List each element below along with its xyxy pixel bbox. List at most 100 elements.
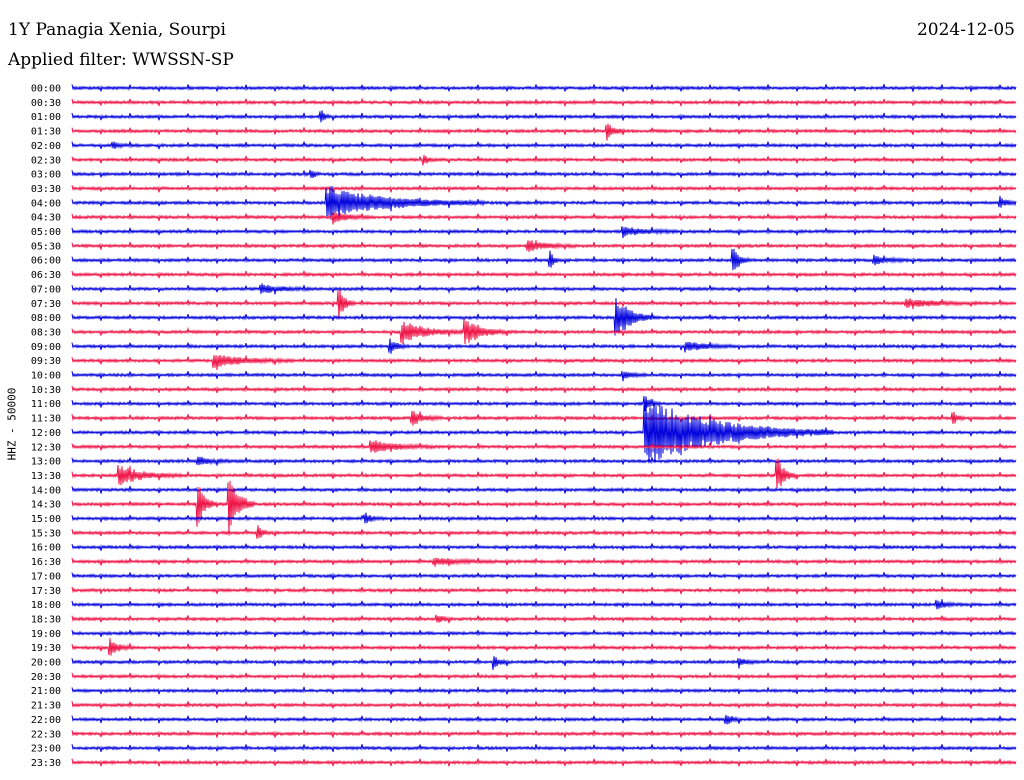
time-label: 17:00 [31,571,61,582]
trace-line [71,110,1017,123]
time-label: 20:00 [31,658,61,669]
time-label: 23:30 [31,758,61,769]
time-label: 01:30 [31,127,61,138]
trace-line [71,84,1017,92]
time-label: 01:00 [31,112,61,123]
trace-line [71,354,1017,371]
time-label: 11:00 [31,399,61,410]
time-label: 00:00 [31,84,61,95]
time-label: 16:30 [31,557,61,568]
traces [71,84,1017,767]
date-label: 2024-12-05 [916,20,1015,40]
time-label: 10:00 [31,371,61,382]
time-label: 20:30 [31,672,61,683]
time-label: 21:00 [31,686,61,697]
time-label: 09:00 [31,342,61,353]
trace-line [71,401,1017,463]
trace-line [71,557,1017,567]
trace-line [71,701,1017,709]
trace-line [71,283,1017,295]
time-label: 05:00 [31,227,61,238]
time-label: 00:30 [31,98,61,109]
trace-line [71,270,1017,279]
time-label: 19:30 [31,643,61,654]
time-label: 08:00 [31,313,61,324]
time-label: 13:30 [31,471,61,482]
time-label: 14:30 [31,500,61,511]
trace-line [71,485,1017,494]
time-label: 12:30 [31,442,61,453]
trace-line [71,226,1017,239]
time-labels: 00:00 00:30 01:00 01:30 02:00 02:30 03:00 03:30… [31,84,61,769]
trace-line [71,638,1017,656]
time-label: 03:30 [31,184,61,195]
trace-line [71,168,1017,179]
time-label: 03:00 [31,170,61,181]
trace-line [71,586,1017,595]
trace-line [71,672,1017,681]
trace-line [71,385,1017,394]
time-label: 06:00 [31,256,61,267]
trace-line [71,371,1017,382]
trace-line [71,248,1017,271]
trace-line [71,396,1017,412]
time-label: 15:00 [31,514,61,525]
trace-line [71,298,1017,336]
time-label: 21:30 [31,701,61,712]
trace-line [71,410,1017,426]
trace-line [71,289,1017,320]
time-label: 16:00 [31,543,61,554]
trace-line [71,456,1017,466]
time-label: 18:00 [31,600,61,611]
time-label: 02:30 [31,155,61,166]
trace-line [71,512,1017,524]
time-label: 13:00 [31,457,61,468]
time-label: 04:30 [31,213,61,224]
trace-line [71,570,1017,580]
trace-line [71,714,1017,725]
trace-line [71,656,1017,670]
time-label: 07:00 [31,284,61,295]
time-label: 19:00 [31,629,61,640]
trace-line [71,440,1017,453]
time-label: 10:30 [31,385,61,396]
time-label: 09:30 [31,356,61,367]
trace-line [71,614,1017,624]
trace-line [71,543,1017,552]
time-label: 02:00 [31,141,61,152]
trace-line [71,184,1017,193]
trace-line [71,686,1017,695]
trace-line [71,525,1017,539]
trace-line [71,728,1017,738]
trace-line [71,744,1017,753]
trace-line [71,123,1017,141]
time-label: 08:30 [31,327,61,338]
time-label: 17:30 [31,586,61,597]
time-label: 22:30 [31,729,61,740]
filter-label: Applied filter: WWSSN-SP [8,50,234,70]
trace-line [71,97,1017,107]
time-label: 06:30 [31,270,61,281]
trace-line [71,185,1017,220]
trace-line [71,319,1017,344]
time-label: 11:30 [31,414,61,425]
time-label: 04:00 [31,198,61,209]
trace-line [71,338,1017,354]
time-label: 18:30 [31,614,61,625]
time-label: 07:30 [31,299,61,310]
time-label: 22:00 [31,715,61,726]
time-label: 15:30 [31,528,61,539]
time-label: 05:30 [31,241,61,252]
trace-line [71,629,1017,638]
trace-line [71,212,1017,225]
trace-line [71,458,1017,489]
trace-line [71,599,1017,610]
station-title: 1Y Panagia Xenia, Sourpi [8,20,226,40]
trace-line [71,758,1017,767]
trace-line [71,240,1017,252]
trace-line [71,480,1017,536]
time-label: 14:00 [31,485,61,496]
trace-line [71,141,1017,150]
